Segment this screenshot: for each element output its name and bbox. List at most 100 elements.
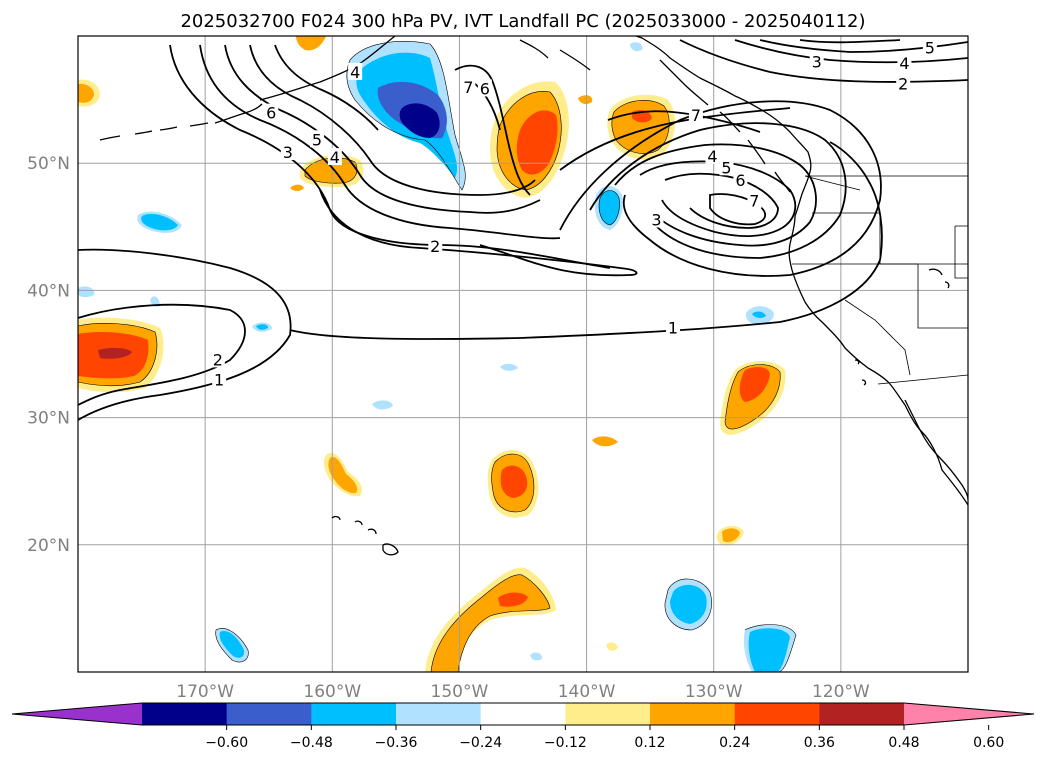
contour-label: 6: [733, 171, 748, 190]
positive-pv-southern-streak: [425, 567, 556, 672]
contour-label-text: 5: [312, 130, 322, 149]
contour-label: 4: [348, 62, 363, 82]
contour-label-bg: [809, 52, 824, 70]
positive-pv-small-138w: [578, 95, 593, 105]
ca-nv-diagonal: [844, 299, 911, 376]
hawaiian-islands: [331, 515, 399, 556]
ivt-contour-1-main: [289, 141, 883, 340]
alaska-peninsula-coast: [259, 36, 396, 101]
contour-label-bg: [922, 38, 937, 56]
negative-pv-137w: [594, 186, 623, 230]
lon-label: 160°W: [303, 682, 361, 702]
colorbar-label: 0.60: [973, 735, 1004, 751]
alaska-panhandle-islands: [659, 59, 791, 193]
contour-label-bg: [428, 237, 443, 255]
colorbar-label: 0.12: [634, 735, 665, 751]
negative-pv-156w-31n: [372, 400, 393, 410]
contour-label-text: 7: [749, 191, 759, 210]
longitude-labels: 170°W 160°W 150°W 140°W 130°W 120°W: [176, 682, 870, 702]
colorbar-segment: [480, 703, 566, 725]
colorbar-segment: [142, 703, 228, 725]
colorbar: −0.60 −0.48 −0.36 −0.24 −0.12 0.12 0.24 0.36 0.4…: [11, 702, 1035, 751]
contour-label: 5: [310, 130, 325, 149]
contour-label-bg: [327, 148, 342, 166]
contour-label: 2: [428, 237, 443, 256]
contour-label-text: 7: [691, 106, 701, 125]
contour-label-text: 3: [651, 210, 661, 229]
negative-pv-168w: [150, 296, 160, 307]
negative-pv-west-40n: [78, 286, 95, 298]
contour-label: 6: [264, 103, 279, 123]
contour-label-bg: [733, 171, 748, 189]
contour-label: 5: [922, 38, 937, 58]
colorbar-label: −0.12: [544, 735, 587, 751]
contour-label-bg: [264, 103, 279, 121]
contour-label: 1: [666, 318, 681, 338]
contour-label-text: 7: [463, 78, 473, 97]
alaska-south-coast: [519, 39, 591, 71]
contour-label-bg: [897, 53, 912, 71]
positive-pv-139w-28n: [592, 436, 618, 447]
contour-label-text: 4: [899, 54, 909, 73]
contour-label-bg: [210, 350, 225, 368]
colorbar-label: 0.48: [888, 735, 919, 751]
pv-anomaly-shading: [78, 36, 797, 672]
figure-title: 2025032700 F024 300 hPa PV, IVT Landfall…: [180, 11, 865, 32]
juan-de-fuca-border: [804, 175, 861, 191]
colorbar-segment: [819, 703, 905, 725]
contour-label: 2: [896, 74, 911, 93]
contour-label-bg: [310, 130, 325, 148]
map-frame: [77, 35, 969, 673]
contour-label: 5: [719, 158, 734, 177]
negative-pv-134w-15n: [664, 578, 712, 631]
lat-label: 20°N: [27, 536, 70, 556]
lon-label: 170°W: [176, 682, 234, 702]
contour-label-text: 3: [283, 143, 293, 162]
contour-label-bg: [212, 370, 227, 388]
negative-pv-top-135w: [630, 42, 643, 52]
contour-label-text: 3: [812, 53, 822, 72]
colorbar-label: 0.24: [719, 735, 750, 751]
lat-label: 40°N: [27, 281, 70, 301]
negative-pv-gulf-alaska: [346, 41, 466, 191]
contour-label-text: 2: [430, 237, 440, 256]
contour-label-bg: [688, 106, 703, 124]
contour-label-text: 4: [330, 148, 340, 167]
baja-inner-coast: [904, 399, 968, 501]
colorbar-outline: [11, 702, 1035, 726]
colorbar-extend-high: [904, 703, 1034, 725]
negative-pv-147w-34n: [500, 363, 518, 371]
lon-label: 120°W: [812, 682, 870, 702]
contour-label-text: 2: [213, 350, 223, 369]
contour-label: 7: [747, 191, 762, 210]
ivt-contour-7-jet: [454, 64, 531, 196]
latitude-labels: 50°N 40°N 30°N 20°N: [27, 154, 70, 556]
positive-pv-top: [296, 36, 326, 51]
ivt-contour-3: [199, 44, 561, 240]
colorbar-label: −0.60: [205, 735, 248, 751]
ivt-contour-2-west: [78, 303, 246, 406]
contour-label-text: 1: [214, 371, 224, 390]
colorbar-segment: [396, 703, 482, 725]
contour-label-bg: [348, 62, 363, 80]
coastlines: [99, 36, 968, 556]
gridlines: [78, 36, 968, 672]
contour-label-bg: [719, 158, 734, 176]
colorbar-segment: [650, 703, 736, 725]
contour-label: 7: [461, 78, 476, 97]
positive-pv-145w: [490, 81, 569, 198]
contour-label-text: 4: [707, 147, 717, 166]
colorbar-segment: [734, 703, 820, 725]
ivt-contour-1-west: [78, 248, 292, 421]
lat-label: 50°N: [27, 154, 70, 174]
ivt-contour-5: [249, 44, 536, 196]
ivt-contours: [78, 39, 968, 421]
contour-label-bg: [747, 191, 762, 209]
oregon-border: [812, 212, 968, 265]
positive-pv-west-35n: [78, 317, 164, 393]
contour-label-text: 6: [480, 79, 490, 98]
contour-label-bg: [705, 146, 720, 164]
ivt-contour-6: [274, 44, 379, 131]
